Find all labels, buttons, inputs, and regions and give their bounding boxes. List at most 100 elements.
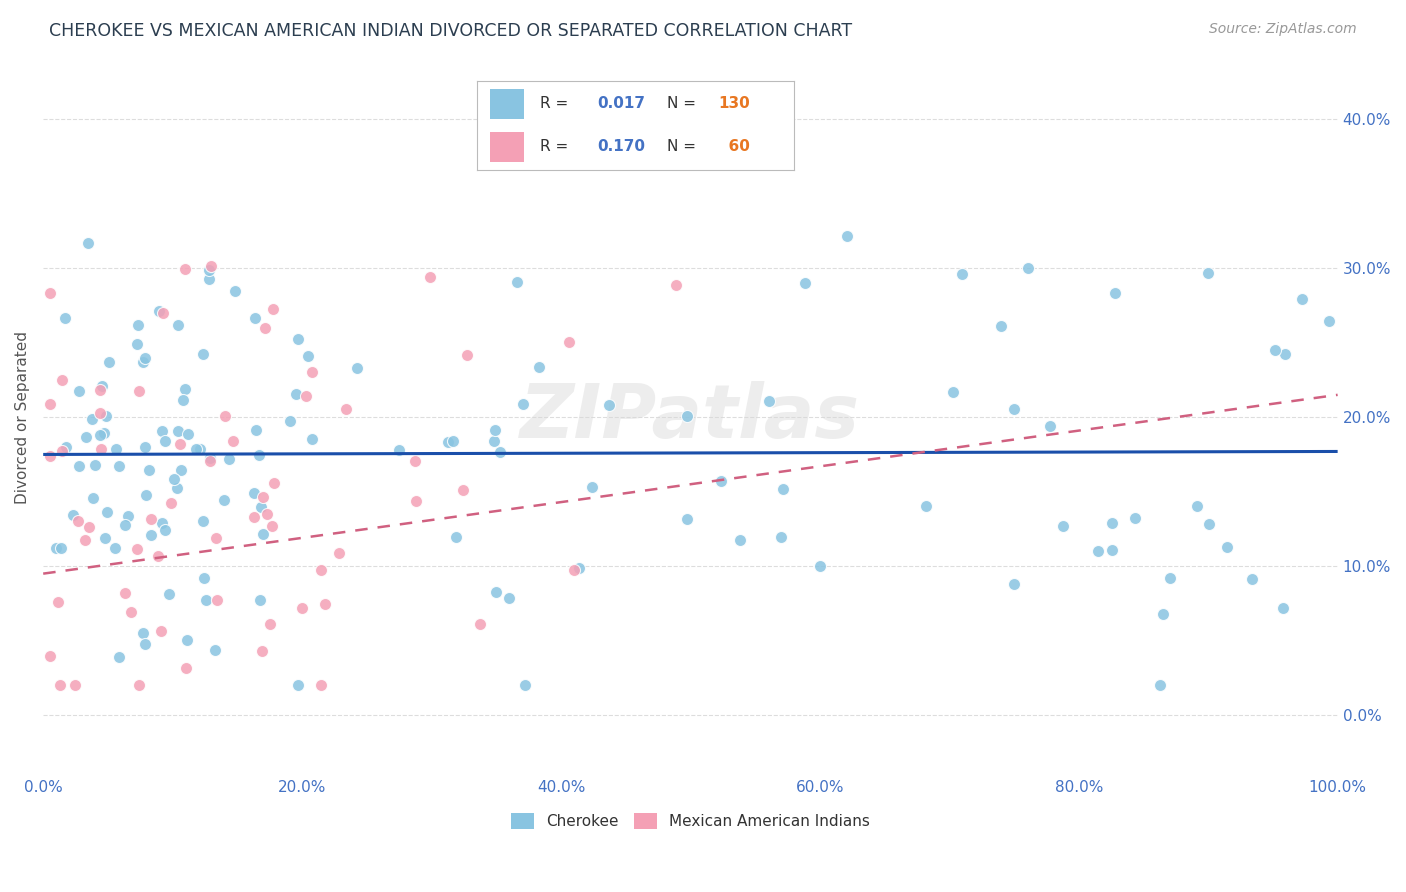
Point [242,486,264,500]
Point [184,442,207,457]
Point [950,267,973,281]
Point [346,360,368,375]
Point [193,571,215,585]
Point [309,563,332,577]
Point [772,482,794,496]
Point [162,472,184,486]
Point [114,518,136,533]
Point [1159,571,1181,585]
Point [77,236,100,251]
Point [188,442,211,457]
Point [558,335,581,350]
Point [915,499,938,513]
Point [214,409,236,423]
Point [46,595,69,609]
Point [301,365,323,379]
Point [150,516,173,530]
Point [174,262,197,277]
Point [564,563,586,577]
Point [148,549,170,564]
Point [224,284,246,298]
Point [167,424,190,438]
Point [48,678,70,692]
Point [62,508,84,522]
Point [138,463,160,477]
Point [89,428,111,442]
Point [134,440,156,454]
Point [148,303,170,318]
Point [176,633,198,648]
Point [204,643,226,657]
Point [314,597,336,611]
Point [419,270,441,285]
Point [256,507,278,521]
Point [1197,266,1219,280]
Point [295,389,318,403]
Point [1215,541,1237,555]
Point [676,409,699,424]
Point [128,384,150,398]
Point [38,648,60,663]
Point [174,661,197,675]
Point [247,448,270,462]
Point [205,593,228,607]
Point [665,278,688,293]
Point [83,458,105,472]
Point [194,592,217,607]
Point [108,649,131,664]
Point [198,451,221,466]
Point [94,409,117,424]
Point [512,397,534,411]
Point [67,384,90,399]
Point [262,302,284,317]
Point [453,483,475,497]
Point [193,347,215,361]
Point [252,526,274,541]
Point [485,584,508,599]
Point [284,387,307,401]
Point [134,351,156,365]
Point [51,443,73,458]
Point [1317,314,1340,328]
Point [328,546,350,560]
Point [484,424,506,438]
Point [150,424,173,438]
Point [388,442,411,457]
Point [104,442,127,456]
Point [104,541,127,556]
Point [1052,518,1074,533]
Point [128,678,150,692]
Point [794,276,817,290]
Point [38,286,60,301]
Point [468,617,491,632]
Point [174,382,197,396]
Point [51,373,73,387]
Point [160,496,183,510]
Point [153,434,176,448]
Point [1291,293,1313,307]
Point [335,402,357,417]
Point [200,259,222,273]
Point [63,678,86,692]
Point [204,531,226,545]
Point [263,475,285,490]
Point [250,644,273,658]
Point [1101,516,1123,530]
Point [166,481,188,495]
Point [250,500,273,514]
Point [297,350,319,364]
Point [581,480,603,494]
Point [489,445,512,459]
Point [1240,572,1263,586]
Point [75,430,97,444]
Point [125,336,148,351]
Point [91,378,114,392]
Point [167,318,190,332]
Point [243,310,266,325]
Point [1002,577,1025,591]
Point [139,528,162,542]
Point [249,592,271,607]
Point [77,520,100,534]
Point [1002,402,1025,417]
Point [198,453,221,467]
